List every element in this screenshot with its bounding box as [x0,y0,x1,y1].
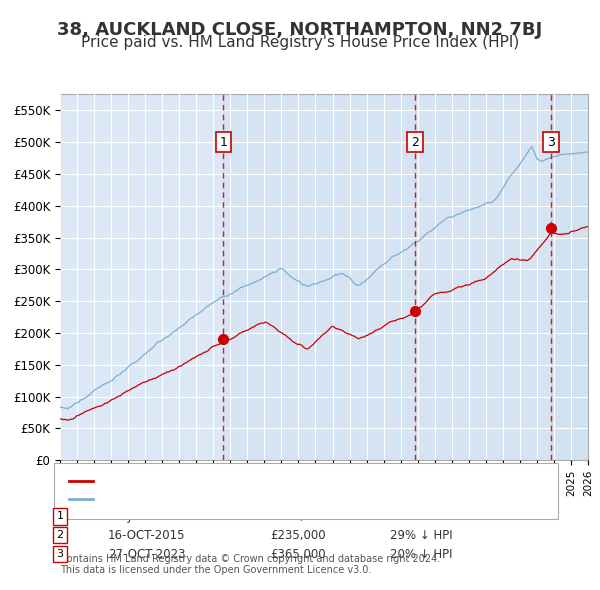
Text: 2: 2 [56,530,64,540]
Text: Contains HM Land Registry data © Crown copyright and database right 2024.
This d: Contains HM Land Registry data © Crown c… [60,553,440,575]
Text: 1: 1 [219,136,227,149]
Text: 22% ↓ HPI: 22% ↓ HPI [390,510,452,523]
Text: 27-OCT-2023: 27-OCT-2023 [108,548,185,560]
Text: Price paid vs. HM Land Registry's House Price Index (HPI): Price paid vs. HM Land Registry's House … [81,35,519,50]
Text: 3: 3 [547,136,555,149]
Text: 1: 1 [56,512,64,521]
Text: £235,000: £235,000 [270,529,326,542]
Text: 38, AUCKLAND CLOSE, NORTHAMPTON, NN2 7BJ: 38, AUCKLAND CLOSE, NORTHAMPTON, NN2 7BJ [58,21,542,39]
Bar [551,94,588,460]
Text: 23-JUL-2004: 23-JUL-2004 [108,510,180,523]
Text: 2: 2 [411,136,419,149]
Text: £365,000: £365,000 [270,548,326,560]
Text: 16-OCT-2015: 16-OCT-2015 [108,529,185,542]
Text: 3: 3 [56,549,64,559]
Text: 38, AUCKLAND CLOSE, NORTHAMPTON, NN2 7BJ (detached house): 38, AUCKLAND CLOSE, NORTHAMPTON, NN2 7BJ… [99,476,470,486]
Text: HPI: Average price, detached house, West Northamptonshire: HPI: Average price, detached house, West… [99,494,438,503]
Bar [223,94,415,460]
Bar [415,94,551,460]
Text: 29% ↓ HPI: 29% ↓ HPI [390,529,452,542]
Text: 20% ↓ HPI: 20% ↓ HPI [390,548,452,560]
Text: £190,495: £190,495 [270,510,326,523]
